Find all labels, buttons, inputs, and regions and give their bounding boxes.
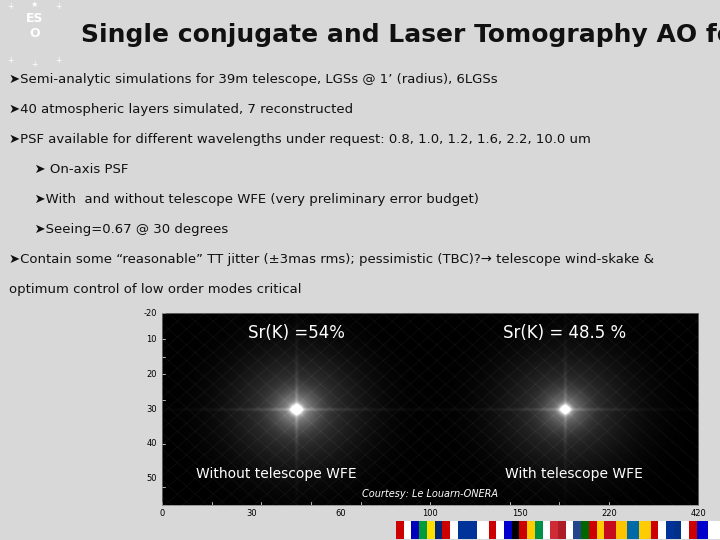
Text: ★: ★ (30, 0, 38, 9)
Bar (581, 521, 589, 539)
Bar (489, 521, 496, 539)
Text: Courtesy: Le Louarn-ONERA: Courtesy: Le Louarn-ONERA (362, 489, 498, 498)
Bar (496, 521, 504, 539)
Bar (450, 521, 458, 539)
Text: ➤Seeing=0.67 @ 30 degrees: ➤Seeing=0.67 @ 30 degrees (9, 223, 228, 236)
Bar (589, 521, 597, 539)
Text: 150: 150 (512, 509, 528, 518)
Text: ➤40 atmospheric layers simulated, 7 reconstructed: ➤40 atmospheric layers simulated, 7 reco… (9, 103, 354, 116)
Text: 40: 40 (146, 440, 157, 448)
Bar (651, 521, 658, 539)
Text: ➤Semi-analytic simulations for 39m telescope, LGSs @ 1’ (radius), 6LGSs: ➤Semi-analytic simulations for 39m teles… (9, 73, 498, 86)
Bar (627, 521, 639, 539)
Text: ➤ On-axis PSF: ➤ On-axis PSF (9, 163, 129, 176)
Bar (427, 521, 435, 539)
Text: +: + (7, 56, 14, 65)
Text: 50: 50 (146, 474, 157, 483)
Bar (519, 521, 527, 539)
Text: 30: 30 (246, 509, 257, 518)
Bar (558, 521, 566, 539)
Text: 30: 30 (146, 404, 157, 414)
Bar (666, 521, 674, 539)
Bar (689, 521, 697, 539)
Text: +: + (7, 2, 14, 11)
Bar (442, 521, 450, 539)
Bar (674, 521, 681, 539)
Bar (504, 521, 512, 539)
Bar (465, 521, 477, 539)
Bar (477, 521, 489, 539)
Bar (681, 521, 689, 539)
Text: With telescope WFE: With telescope WFE (505, 468, 643, 481)
Bar (458, 521, 465, 539)
Bar (708, 521, 720, 539)
Bar (639, 521, 651, 539)
Text: +: + (31, 59, 37, 69)
Bar (419, 521, 427, 539)
Text: 220: 220 (601, 509, 617, 518)
Bar (597, 521, 604, 539)
Text: Sr(K) = 48.5 %: Sr(K) = 48.5 % (503, 323, 626, 342)
Bar (404, 521, 411, 539)
Text: ➤Contain some “reasonable” TT jitter (±3mas rms); pessimistic (TBC)?→ telescope : ➤Contain some “reasonable” TT jitter (±3… (9, 253, 654, 266)
Bar (411, 521, 419, 539)
Text: 420: 420 (690, 509, 706, 518)
Text: Single conjugate and Laser Tomography AO for HARMONI: Single conjugate and Laser Tomography AO… (81, 23, 720, 47)
Bar (512, 521, 519, 539)
Bar (697, 521, 708, 539)
Text: optimum control of low order modes critical: optimum control of low order modes criti… (9, 283, 302, 296)
Bar (566, 521, 573, 539)
Bar (527, 521, 535, 539)
Text: 0: 0 (159, 509, 165, 518)
Bar (658, 521, 666, 539)
Text: ➤PSF available for different wavelengths under request: 0.8, 1.0, 1.2, 1.6, 2.2,: ➤PSF available for different wavelengths… (9, 133, 591, 146)
Text: 20: 20 (146, 370, 157, 379)
Bar (543, 521, 550, 539)
Text: -20: -20 (143, 309, 157, 318)
Bar (604, 521, 616, 539)
Bar (535, 521, 543, 539)
Bar (396, 521, 404, 539)
Bar (550, 521, 558, 539)
Bar (573, 521, 581, 539)
Bar (616, 521, 627, 539)
Text: O: O (29, 27, 40, 40)
Bar (435, 521, 442, 539)
Text: Sr(K) =54%: Sr(K) =54% (248, 323, 345, 342)
Text: 10: 10 (146, 335, 157, 344)
Text: +: + (55, 56, 61, 65)
Text: ➤With  and without telescope WFE (very preliminary error budget): ➤With and without telescope WFE (very pr… (9, 193, 480, 206)
Text: Without telescope WFE: Without telescope WFE (196, 468, 356, 481)
Text: +: + (55, 2, 61, 11)
Text: ES: ES (25, 12, 43, 25)
Text: 60: 60 (336, 509, 346, 518)
Text: 100: 100 (423, 509, 438, 518)
